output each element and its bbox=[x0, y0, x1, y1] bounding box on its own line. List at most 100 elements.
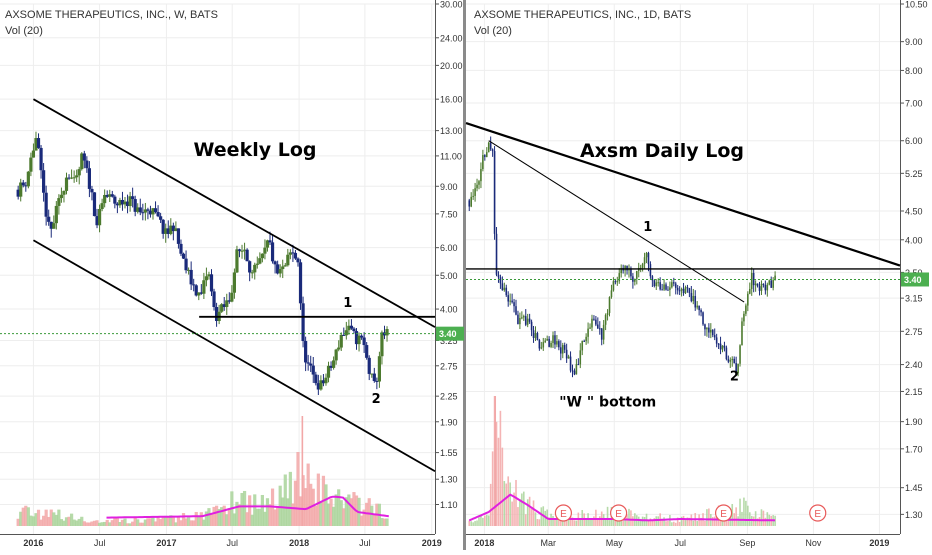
right-candle-body bbox=[602, 324, 605, 340]
right-volume-bar bbox=[637, 516, 640, 526]
left-volume-bar bbox=[77, 518, 81, 526]
right-volume-bar bbox=[743, 497, 745, 526]
left-candle-body bbox=[235, 249, 239, 273]
left-candle-body bbox=[77, 169, 81, 176]
left-volume-bar bbox=[156, 517, 160, 526]
right-volume-bar bbox=[511, 501, 513, 526]
right-candle-body bbox=[552, 335, 554, 343]
right-candle-body bbox=[667, 289, 669, 291]
right-volume-bar bbox=[669, 514, 671, 526]
right-volume-bar bbox=[563, 520, 566, 526]
right-candle-body bbox=[608, 297, 611, 313]
right-volume-bar bbox=[704, 520, 706, 526]
left-candle-body bbox=[260, 253, 264, 259]
left-volume-bar bbox=[288, 471, 292, 526]
right-candle-body bbox=[673, 282, 675, 284]
right-candle-body bbox=[563, 345, 566, 350]
right-candle-body bbox=[713, 335, 716, 338]
left-candle-body bbox=[367, 357, 371, 374]
right-candle-body bbox=[723, 345, 726, 348]
right-candle-body bbox=[558, 341, 560, 348]
right-candle-body bbox=[731, 358, 734, 361]
right-volume-bar bbox=[680, 516, 683, 526]
right-volume-spike-bar bbox=[494, 396, 497, 526]
right-y-tick-label: 2.75 bbox=[905, 327, 923, 337]
left-volume-bar bbox=[235, 501, 239, 526]
right-volume-bar bbox=[484, 515, 486, 526]
left-candle-body bbox=[159, 216, 163, 220]
left-candle-body bbox=[166, 228, 170, 234]
right-y-tick-label: 4.50 bbox=[905, 207, 923, 217]
right-candle-body bbox=[626, 265, 628, 271]
left-candle-body bbox=[75, 175, 79, 178]
left-candle-body bbox=[47, 216, 51, 222]
right-candle-body bbox=[519, 317, 521, 325]
left-volume-bar bbox=[34, 513, 38, 526]
left-x-tick-label: Jul bbox=[94, 538, 106, 548]
left-last-price-badge bbox=[436, 326, 464, 341]
right-candle-body bbox=[606, 312, 609, 316]
right-earnings-marker[interactable] bbox=[809, 504, 827, 522]
left-volume-bar bbox=[263, 511, 267, 526]
left-volume-bar bbox=[212, 506, 216, 526]
left-y-tick-label: 1.10 bbox=[440, 500, 458, 510]
right-candle-body bbox=[524, 316, 527, 325]
right-earnings-marker-label: E bbox=[814, 509, 821, 520]
left-trendline[interactable] bbox=[32, 98, 436, 328]
right-candle-body bbox=[665, 284, 667, 290]
right-trendline[interactable] bbox=[488, 140, 745, 303]
right-volume-bar bbox=[684, 520, 687, 526]
left-volume-bar bbox=[123, 518, 127, 526]
right-earnings-marker[interactable] bbox=[554, 504, 573, 522]
right-candle-body bbox=[583, 340, 585, 342]
left-volume-bar bbox=[113, 517, 117, 526]
left-candle-body bbox=[354, 331, 359, 345]
left-volume-bar bbox=[179, 520, 183, 526]
right-candle-body bbox=[715, 337, 718, 344]
right-candle-body bbox=[758, 286, 761, 291]
left-volume-bar bbox=[286, 498, 290, 526]
left-candle-body bbox=[380, 332, 384, 357]
left-trendline[interactable] bbox=[32, 239, 436, 473]
right-volume-bar bbox=[548, 517, 550, 526]
right-candle-body bbox=[745, 305, 747, 314]
right-candle-body bbox=[485, 152, 488, 158]
left-candle-body bbox=[385, 329, 389, 336]
left-candle-body bbox=[214, 307, 219, 321]
left-volume-bar bbox=[309, 483, 313, 526]
left-volume-bar bbox=[143, 519, 147, 526]
right-volume-bar bbox=[758, 517, 761, 526]
left-candle-body bbox=[87, 168, 91, 189]
left-volume-bar bbox=[80, 516, 84, 526]
left-volume-bar bbox=[187, 517, 191, 526]
left-x-tick-label: 2019 bbox=[422, 538, 442, 548]
right-candle-body bbox=[484, 155, 486, 158]
left-candle-body bbox=[339, 334, 343, 348]
right-candle-body bbox=[567, 356, 570, 359]
left-volume-bar bbox=[339, 500, 343, 526]
right-volume-bar bbox=[474, 521, 476, 526]
left-candle-body bbox=[105, 194, 109, 197]
right-volume-bar bbox=[513, 492, 515, 526]
left-candle-body bbox=[85, 160, 89, 169]
left-candle-body bbox=[194, 285, 198, 296]
left-candle-body bbox=[49, 221, 53, 229]
right-candle-body bbox=[595, 319, 597, 325]
left-volume-bar bbox=[110, 520, 114, 526]
right-trendline[interactable] bbox=[465, 122, 901, 267]
right-earnings-marker[interactable] bbox=[714, 504, 733, 522]
left-candle-body bbox=[197, 292, 201, 296]
right-earnings-marker[interactable] bbox=[610, 504, 628, 522]
right-candle-body bbox=[690, 293, 693, 302]
left-volume-bar bbox=[128, 523, 132, 526]
right-candle-body bbox=[587, 328, 589, 337]
right-volume-bar bbox=[595, 509, 597, 526]
left-candle-body bbox=[29, 157, 33, 172]
left-volume-bar bbox=[72, 519, 76, 526]
left-volume-bar bbox=[75, 520, 79, 526]
right-candle-body bbox=[597, 324, 599, 329]
right-candle-body bbox=[472, 195, 474, 197]
left-candle-body bbox=[92, 192, 97, 217]
right-volume-bar bbox=[754, 511, 757, 526]
